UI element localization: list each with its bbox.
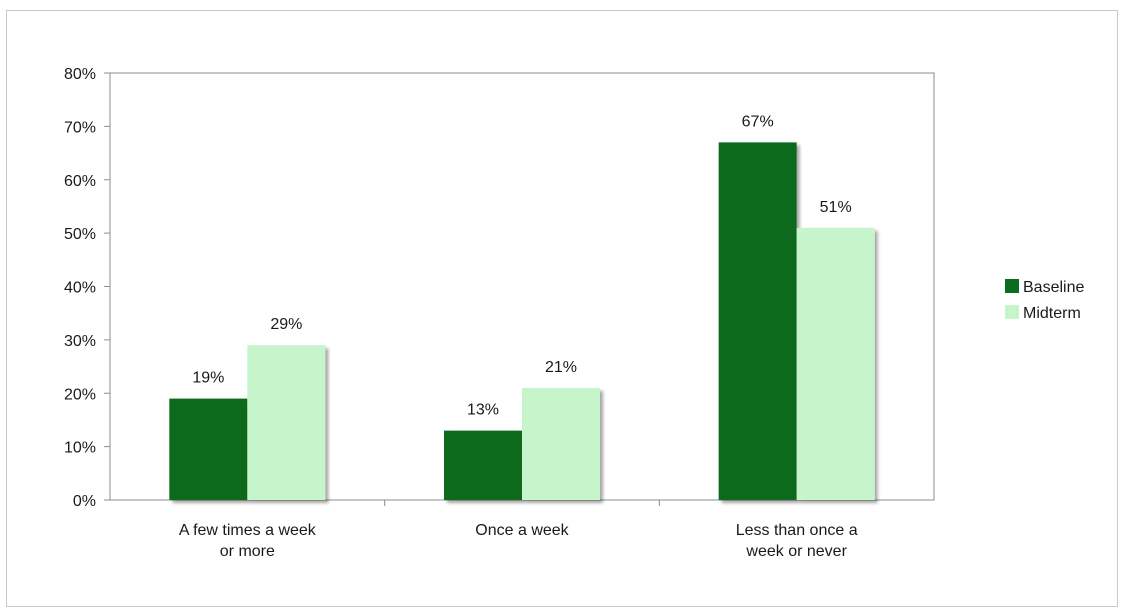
x-category-label: A few times a week or more	[179, 522, 317, 560]
legend-label-midterm: Midterm	[1023, 305, 1081, 322]
x-category-label: Once a week	[475, 522, 569, 539]
legend-label-baseline: Baseline	[1023, 279, 1084, 296]
y-axis: 0% 10% 20% 30% 40% 50% 60% 70% 80%	[64, 66, 110, 510]
data-label: 67%	[742, 113, 774, 130]
y-tick-label: 70%	[64, 119, 96, 136]
legend: Baseline Midterm	[1005, 279, 1084, 322]
x-axis: A few times a week or more Once a week Less…	[179, 500, 858, 560]
data-label: 13%	[467, 402, 499, 419]
legend-swatch-midterm	[1005, 305, 1019, 319]
data-labels: 19% 29% 13% 21% 67% 51%	[192, 113, 851, 418]
data-label: 19%	[192, 370, 224, 387]
x-category-label: Less than once a week or never	[736, 522, 858, 560]
x-category-label-line: week or never	[745, 543, 847, 560]
y-tick-label: 10%	[64, 440, 96, 457]
x-category-label-line: or more	[220, 543, 275, 560]
y-tick-label: 40%	[64, 280, 96, 297]
bar-baseline	[718, 142, 797, 500]
bar-midterm	[522, 387, 600, 500]
y-tick-label: 20%	[64, 386, 96, 403]
bars	[169, 142, 875, 500]
data-label: 29%	[270, 316, 302, 333]
x-category-label-line: A few times a week	[179, 522, 317, 539]
y-tick-label: 50%	[64, 226, 96, 243]
y-tick-label: 30%	[64, 333, 96, 350]
x-category-label-line: Once a week	[475, 522, 569, 539]
data-label: 21%	[545, 359, 577, 376]
y-tick-label: 60%	[64, 173, 96, 190]
bar-midterm	[247, 345, 326, 500]
bar-baseline	[444, 430, 522, 500]
bar-midterm	[796, 227, 875, 500]
bar-baseline	[169, 398, 248, 500]
y-tick-label: 0%	[73, 493, 96, 510]
x-category-label-line: Less than once a	[736, 522, 858, 539]
legend-swatch-baseline	[1005, 279, 1019, 293]
y-tick-label: 80%	[64, 66, 96, 83]
data-label: 51%	[820, 199, 852, 216]
